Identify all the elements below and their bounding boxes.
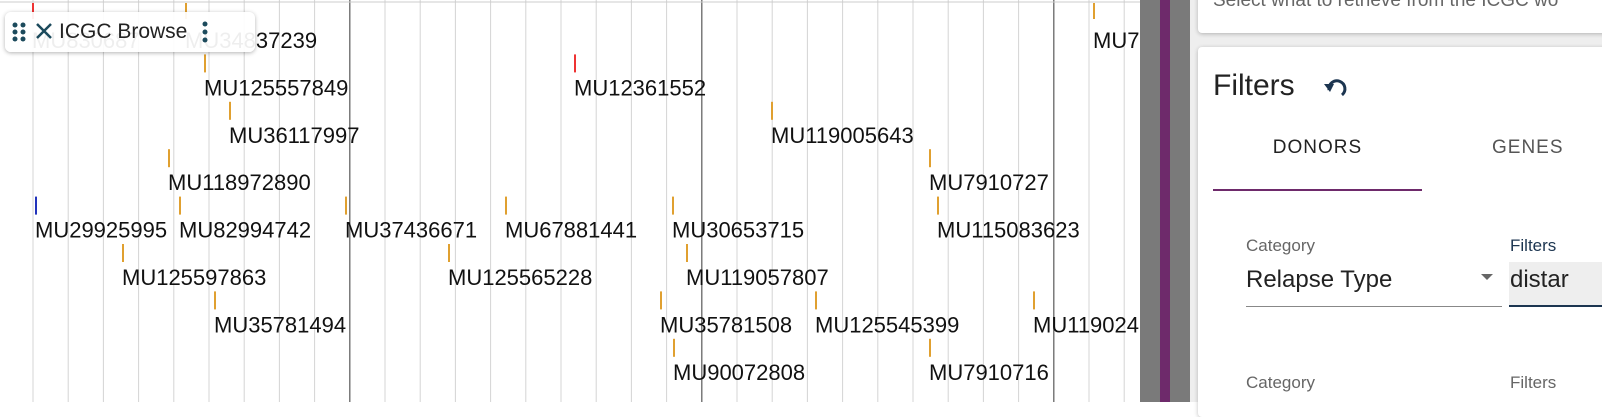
feature-label: MU119057807 [686,265,829,290]
feature [686,244,688,262]
feature-label: MU29925995 [35,218,167,243]
feature-label: MU125565228 [448,265,592,290]
intro-card: Select what to retrieve from the ICGC wo [1198,0,1602,33]
feature [1033,291,1035,310]
select-value[interactable]: Relapse Type [1246,266,1393,293]
filters-card: Filters DONORS GENES Category Relapse Ty… [1198,47,1602,417]
track-view: MU830687MU34837239MU7MU125557849MU123615… [0,0,1140,402]
feature [1093,3,1095,19]
feature-label: MU125557849 [204,75,348,100]
input-value: distar [1510,266,1569,293]
field-label: Filters [1510,373,1557,392]
filters-title: Filters [1213,69,1295,102]
feature-label: MU35781494 [214,312,346,337]
text-input[interactable]: distar [1509,262,1602,307]
reset-button[interactable] [1320,73,1350,103]
feature-label: MU30653715 [672,218,804,243]
feature-label: MU37436671 [345,218,477,243]
feature [448,244,450,262]
feature-label: MU36117997 [229,123,359,148]
feature-label: MU119005643 [771,123,914,148]
feature-label: MU125545399 [815,312,959,337]
side-panel: Select what to retrieve from the ICGC wo… [1190,0,1602,417]
feature-label: MU12361552 [574,75,706,100]
feature [229,101,231,120]
scrollbar[interactable] [1140,0,1160,402]
feature-label: MU67881441 [505,218,637,243]
feature-label: MU7910716 [929,360,1049,385]
select-underline [1246,306,1502,307]
feature [179,196,181,215]
tab-indicator [1213,189,1422,191]
intro-text: Select what to retrieve from the ICGC wo [1213,0,1559,11]
feature [214,291,216,310]
divider[interactable] [1160,0,1170,402]
feature-label: MU7 [1093,28,1139,53]
feature [345,196,347,215]
feature-label: MU119024 [1033,312,1139,337]
feature [35,196,37,215]
feature-label: MU115083623 [937,218,1080,243]
drag-handle[interactable] [9,17,29,47]
dropdown-arrow[interactable] [1480,272,1494,282]
feature [574,54,576,73]
feature [168,149,170,168]
feature [32,3,34,19]
feature [204,54,206,73]
feature [505,196,507,215]
feature [929,149,931,168]
feature [937,196,939,215]
feature-label: MU35781508 [660,312,792,337]
feature-label: MU90072808 [673,360,805,385]
feature [660,291,662,310]
tab[interactable]: DONORS [1272,137,1363,158]
tab[interactable]: GENES [1492,137,1564,158]
field-label: Filters [1510,236,1557,255]
page: MU830687MU34837239MU7MU125557849MU123615… [0,0,1602,402]
feature [815,291,817,310]
menu-button[interactable] [195,17,215,47]
feature-label: MU125597863 [122,265,266,290]
feature-label: MU7910727 [929,170,1049,195]
feature [929,338,931,357]
feature [771,101,773,120]
field-label: Category [1246,236,1315,255]
feature-label: MU82994742 [179,218,311,243]
feature [672,196,674,215]
close-button[interactable] [29,17,59,47]
track-title: ICGC Browse [59,20,188,43]
feature-label: MU118972890 [168,170,311,195]
feature [673,338,675,357]
field-label: Category [1246,373,1315,392]
feature [122,244,124,262]
track-header: ICGC Browse [5,12,255,52]
scrollbar[interactable] [1170,0,1190,402]
feature [185,3,187,19]
